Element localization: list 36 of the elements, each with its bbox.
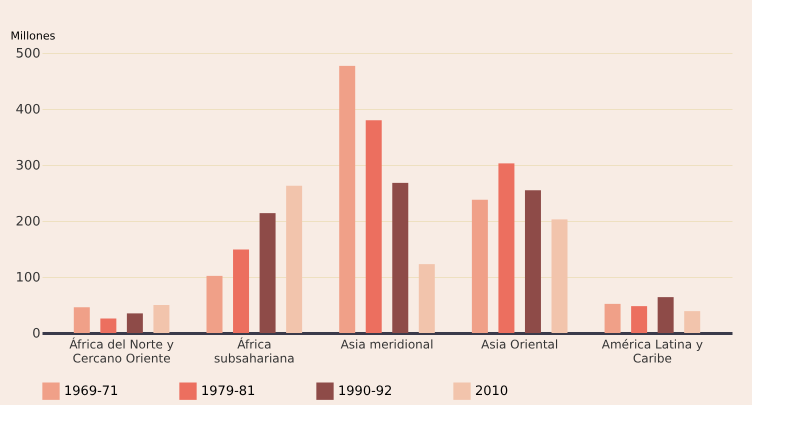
bar	[684, 311, 700, 333]
bar	[100, 318, 116, 333]
bar	[286, 186, 302, 333]
y-tick-label: 400	[16, 102, 40, 118]
legend-label: 1969-71	[64, 384, 118, 400]
bar	[206, 276, 222, 333]
x-tick-label: Asia meridional	[340, 338, 434, 352]
y-tick-label: 300	[16, 158, 40, 174]
bar	[153, 305, 170, 333]
y-tick-label: 0	[32, 326, 40, 342]
legend-label: 2010	[475, 384, 508, 400]
bar	[233, 250, 250, 333]
bar	[604, 304, 621, 333]
bar	[74, 307, 90, 333]
bar	[498, 163, 514, 333]
y-tick-label: 200	[16, 214, 40, 230]
bar	[392, 182, 408, 333]
x-tick-label: América Latina y Caribe	[602, 338, 704, 366]
bar	[524, 190, 541, 333]
x-tick-label: África del Norte y Cercano Oriente	[69, 336, 174, 366]
y-tick-label: 500	[16, 46, 40, 62]
y-axis-title: Millones	[10, 30, 56, 42]
bar	[126, 313, 143, 333]
bar	[260, 213, 276, 333]
x-tick-label: África subsahariana	[214, 336, 295, 366]
bar	[552, 219, 568, 333]
legend-label: 1979-81	[201, 384, 256, 400]
legend-label: 1990-92	[338, 384, 392, 400]
bar	[418, 264, 435, 333]
bar	[366, 120, 382, 333]
bar	[631, 306, 648, 333]
x-tick-label: Asia Oriental	[481, 338, 558, 352]
bar	[472, 200, 488, 333]
bar	[658, 297, 674, 333]
bar	[339, 66, 356, 333]
y-tick-label: 100	[16, 270, 40, 286]
